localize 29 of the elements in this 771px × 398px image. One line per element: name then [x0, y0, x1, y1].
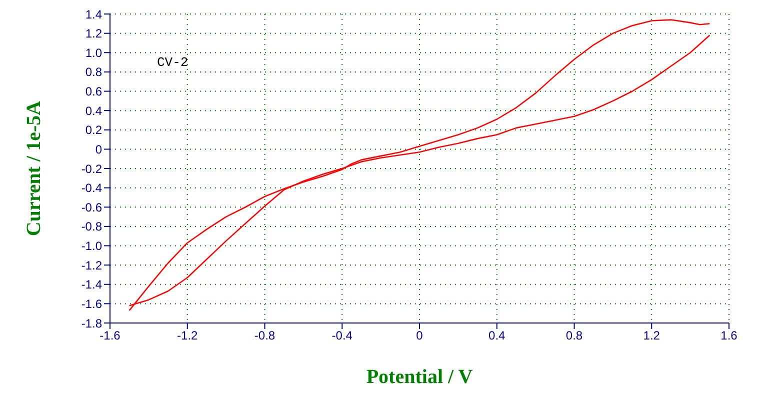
y-axis-title: Current / 1e-5A [23, 100, 46, 236]
x-tick-label: 1.6 [720, 328, 738, 343]
y-tick-label: -1.0 [81, 239, 102, 254]
y-tick-label: -0.2 [81, 162, 102, 176]
y-tick-label: 0.6 [85, 84, 102, 99]
y-tick-label: -0.8 [81, 220, 102, 234]
y-tick-label: 0.2 [85, 123, 102, 138]
x-tick-label: 0.8 [566, 328, 583, 343]
x-tick-label: -1.6 [100, 328, 121, 343]
x-tick-label: 0 [416, 328, 424, 343]
y-tick-label: -1.6 [81, 296, 102, 311]
y-tick-label: 1.0 [85, 46, 102, 60]
x-tick-label: 1.2 [643, 328, 660, 343]
y-tick-label: 1.4 [85, 7, 102, 22]
y-tick-label: 0.8 [85, 65, 102, 80]
y-tick-label: -0.4 [81, 181, 102, 196]
x-axis-title: Potential / V [366, 366, 474, 388]
y-tick-label: -1.4 [81, 278, 102, 292]
x-tick-label: 0.4 [488, 328, 506, 343]
x-tick-label: -0.8 [254, 328, 276, 343]
x-tick-label: -0.4 [332, 328, 353, 343]
y-tick-label: 1.2 [85, 26, 102, 41]
annotation: CV-2 [157, 55, 188, 70]
x-tick-label: -1.2 [177, 328, 198, 343]
y-tick-label: -0.6 [81, 200, 102, 214]
y-tick-label: 0.4 [85, 104, 102, 118]
y-tick-label: 0 [95, 142, 102, 156]
y-tick-label: -1.8 [81, 316, 102, 330]
y-tick-label: -1.2 [81, 258, 102, 272]
